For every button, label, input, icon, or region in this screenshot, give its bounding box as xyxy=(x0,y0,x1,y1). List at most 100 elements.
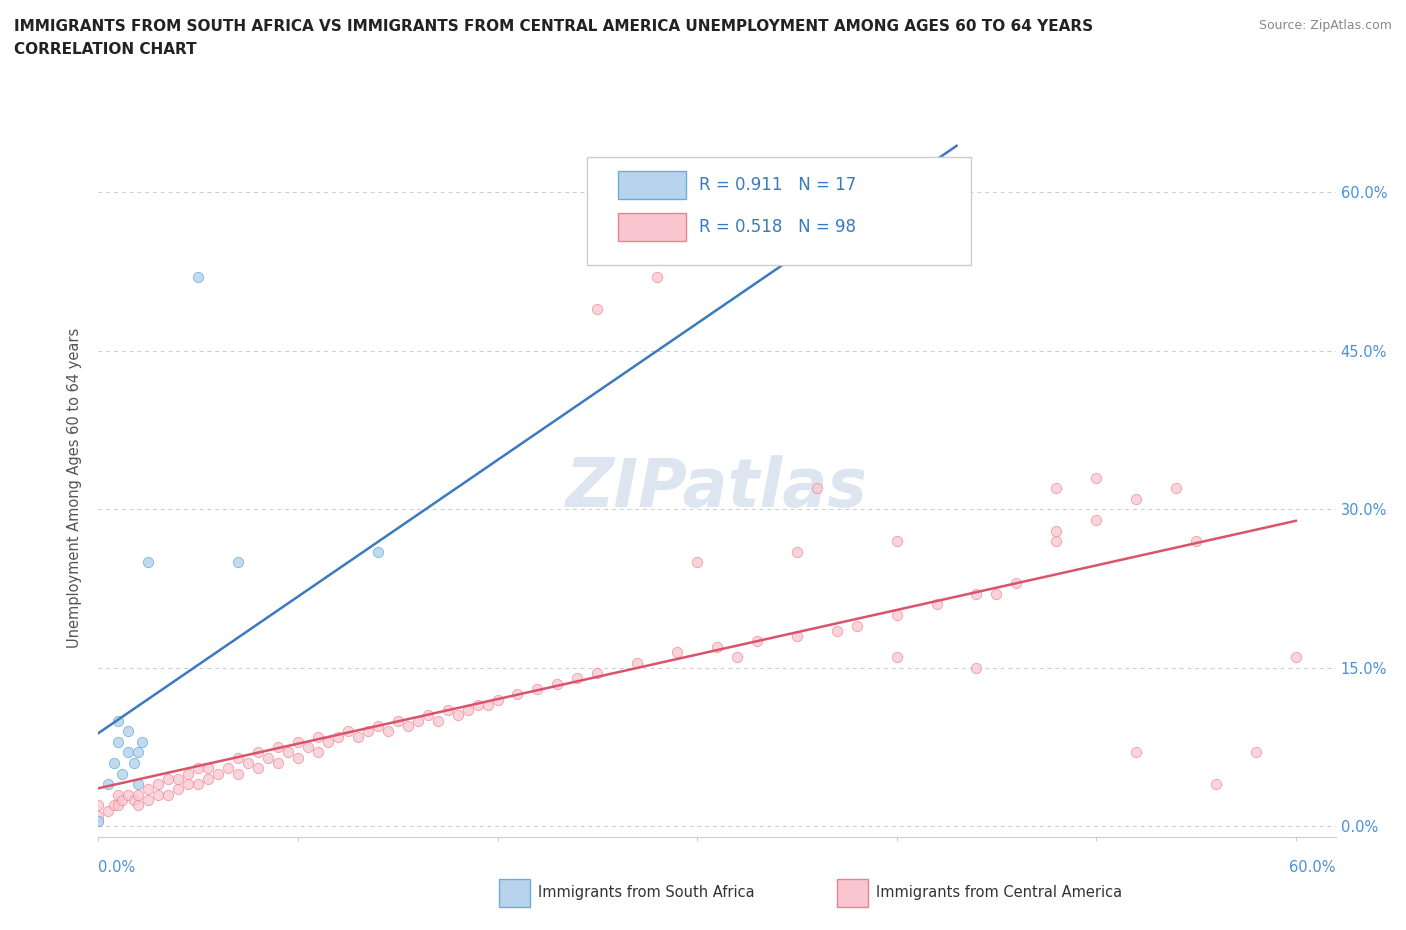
Point xyxy=(406,713,429,728)
Point xyxy=(87,798,110,813)
Point xyxy=(87,814,110,829)
Point xyxy=(127,798,149,813)
Point xyxy=(367,544,389,559)
Point xyxy=(297,739,319,754)
Point xyxy=(416,708,439,723)
Point xyxy=(127,745,149,760)
Point xyxy=(845,618,868,633)
Point xyxy=(1125,745,1147,760)
Point xyxy=(127,788,149,803)
Point xyxy=(645,270,668,285)
Text: CORRELATION CHART: CORRELATION CHART xyxy=(14,42,197,57)
Point xyxy=(367,719,389,734)
Point xyxy=(157,788,180,803)
Point xyxy=(226,751,249,765)
Point xyxy=(177,766,200,781)
Text: 60.0%: 60.0% xyxy=(1289,860,1336,875)
Point xyxy=(686,555,709,570)
Point xyxy=(786,629,808,644)
FancyBboxPatch shape xyxy=(588,157,970,265)
Point xyxy=(107,713,129,728)
Text: ZIPatlas: ZIPatlas xyxy=(567,456,868,521)
Point xyxy=(1005,576,1028,591)
Point xyxy=(467,698,489,712)
Point xyxy=(347,729,370,744)
Point xyxy=(236,755,259,770)
Point xyxy=(945,185,967,200)
Point xyxy=(167,782,190,797)
Point xyxy=(148,788,170,803)
Point xyxy=(326,729,349,744)
Point xyxy=(87,808,110,823)
Point xyxy=(187,777,209,791)
Point xyxy=(307,745,329,760)
Point xyxy=(526,682,548,697)
Point xyxy=(446,708,468,723)
Point xyxy=(396,719,419,734)
Point xyxy=(966,660,988,675)
Point xyxy=(486,692,509,707)
Point xyxy=(1085,471,1108,485)
Point xyxy=(197,761,219,776)
Point xyxy=(986,587,1008,602)
Point xyxy=(107,735,129,750)
Point xyxy=(666,644,689,659)
Point xyxy=(148,777,170,791)
Point xyxy=(177,777,200,791)
Point xyxy=(806,481,828,496)
Point xyxy=(136,555,159,570)
Point xyxy=(136,782,159,797)
Point xyxy=(131,735,153,750)
Point xyxy=(247,745,270,760)
Point xyxy=(287,735,309,750)
Text: R = 0.911   N = 17: R = 0.911 N = 17 xyxy=(699,176,856,193)
Point xyxy=(107,798,129,813)
Point xyxy=(925,597,948,612)
Text: R = 0.518   N = 98: R = 0.518 N = 98 xyxy=(699,218,855,235)
Point xyxy=(307,729,329,744)
Point xyxy=(167,772,190,787)
Point xyxy=(267,755,290,770)
Point xyxy=(1285,650,1308,665)
Point xyxy=(97,804,120,818)
Point xyxy=(316,735,339,750)
Point xyxy=(257,751,280,765)
Point xyxy=(117,788,139,803)
Text: Source: ZipAtlas.com: Source: ZipAtlas.com xyxy=(1258,19,1392,32)
Point xyxy=(103,755,125,770)
Point xyxy=(103,798,125,813)
Point xyxy=(886,650,908,665)
Point xyxy=(226,766,249,781)
Point xyxy=(567,671,589,686)
Point xyxy=(426,713,449,728)
Point xyxy=(1045,523,1067,538)
Point xyxy=(226,555,249,570)
Point xyxy=(436,703,458,718)
Point xyxy=(217,761,239,776)
Point xyxy=(1045,534,1067,549)
Point xyxy=(886,534,908,549)
Point xyxy=(506,687,529,702)
Point xyxy=(886,607,908,622)
Point xyxy=(124,792,146,807)
Point xyxy=(247,761,270,776)
FancyBboxPatch shape xyxy=(619,213,686,241)
Text: IMMIGRANTS FROM SOUTH AFRICA VS IMMIGRANTS FROM CENTRAL AMERICA UNEMPLOYMENT AMO: IMMIGRANTS FROM SOUTH AFRICA VS IMMIGRAN… xyxy=(14,19,1094,33)
Point xyxy=(117,745,139,760)
Point xyxy=(124,755,146,770)
Point xyxy=(586,301,609,316)
Point xyxy=(825,623,848,638)
Point xyxy=(477,698,499,712)
Point xyxy=(87,814,110,829)
Point xyxy=(117,724,139,738)
Point xyxy=(457,703,479,718)
Point xyxy=(207,766,229,781)
Point xyxy=(97,777,120,791)
Point xyxy=(786,544,808,559)
Point xyxy=(626,656,648,671)
Point xyxy=(377,724,399,738)
Point xyxy=(336,724,359,738)
Text: Immigrants from South Africa: Immigrants from South Africa xyxy=(538,885,755,900)
Point xyxy=(1205,777,1227,791)
Point xyxy=(966,587,988,602)
